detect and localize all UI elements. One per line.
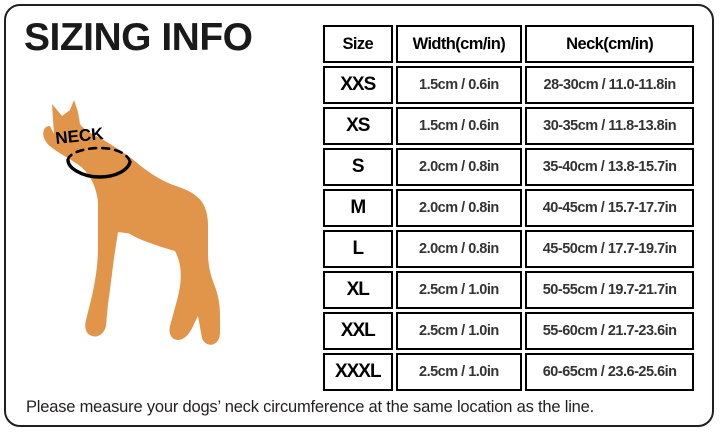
cell-width: 2.5cm / 1.0in (395, 312, 523, 350)
cell-size: XXS (323, 66, 393, 104)
measurement-instruction: Please measure your dogs’ neck circumfer… (26, 398, 595, 416)
header-size: Size (323, 25, 393, 63)
dog-illustration: NECK (18, 82, 308, 367)
table-row: XXXL 2.5cm / 1.0in 60-65cm / 23.6-25.6in (323, 353, 694, 391)
neck-measure-ellipse (66, 146, 132, 179)
table-row: XL 2.5cm / 1.0in 50-55cm / 19.7-21.7in (323, 271, 694, 309)
cell-width: 2.5cm / 1.0in (395, 271, 523, 309)
dog-body-shape (43, 100, 220, 345)
cell-width: 2.0cm / 0.8in (395, 148, 523, 186)
cell-neck: 50-55cm / 19.7-21.7in (525, 271, 694, 309)
cell-size: XS (323, 107, 393, 145)
cell-size: XXXL (323, 353, 393, 391)
cell-size: S (323, 148, 393, 186)
table-row: XXS 1.5cm / 0.6in 28-30cm / 11.0-11.8in (323, 66, 694, 104)
cell-neck: 35-40cm / 13.8-15.7in (525, 148, 694, 186)
cell-neck: 55-60cm / 21.7-23.6in (525, 312, 694, 350)
cell-width: 2.5cm / 1.0in (395, 353, 523, 391)
cell-neck: 60-65cm / 23.6-25.6in (525, 353, 694, 391)
table-row: M 2.0cm / 0.8in 40-45cm / 15.7-17.7in (323, 189, 694, 227)
cell-width: 2.0cm / 0.8in (395, 230, 523, 268)
cell-size: XL (323, 271, 393, 309)
cell-width: 2.0cm / 0.8in (395, 189, 523, 227)
header-neck: Neck(cm/in) (525, 25, 694, 63)
header-width: Width(cm/in) (395, 25, 523, 63)
cell-neck: 30-35cm / 11.8-13.8in (525, 107, 694, 145)
size-chart-table: Size Width(cm/in) Neck(cm/in) XXS 1.5cm … (320, 22, 697, 394)
cell-size: M (323, 189, 393, 227)
cell-neck: 28-30cm / 11.0-11.8in (525, 66, 694, 104)
cell-neck: 40-45cm / 15.7-17.7in (525, 189, 694, 227)
table-row: S 2.0cm / 0.8in 35-40cm / 13.8-15.7in (323, 148, 694, 186)
table-row: XXL 2.5cm / 1.0in 55-60cm / 21.7-23.6in (323, 312, 694, 350)
table-header-row: Size Width(cm/in) Neck(cm/in) (323, 25, 694, 63)
cell-width: 1.5cm / 0.6in (395, 66, 523, 104)
page-title: SIZING INFO (24, 16, 253, 59)
cell-width: 1.5cm / 0.6in (395, 107, 523, 145)
cell-neck: 45-50cm / 17.7-19.7in (525, 230, 694, 268)
cell-size: XXL (323, 312, 393, 350)
table-row: L 2.0cm / 0.8in 45-50cm / 17.7-19.7in (323, 230, 694, 268)
table-row: XS 1.5cm / 0.6in 30-35cm / 11.8-13.8in (323, 107, 694, 145)
cell-size: L (323, 230, 393, 268)
